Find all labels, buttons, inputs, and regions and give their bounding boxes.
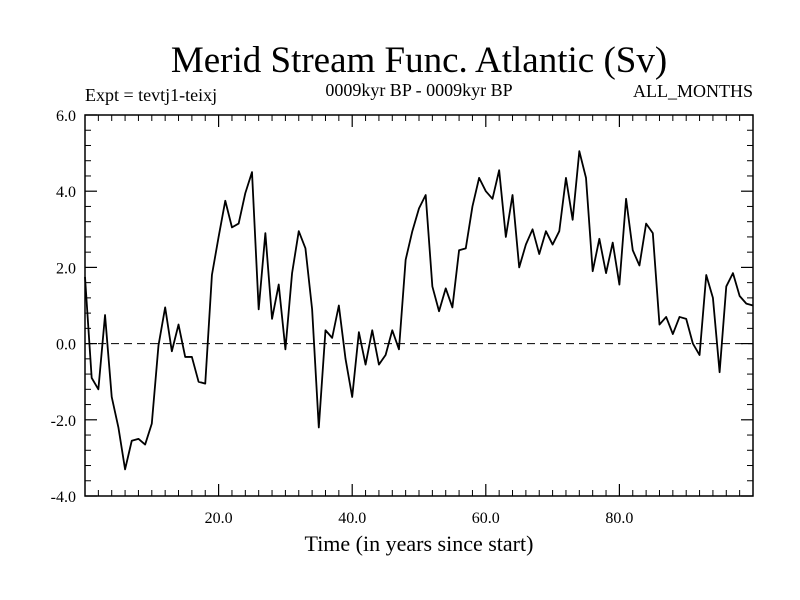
y-tick-label: 6.0	[56, 108, 76, 125]
y-tick-label: 4.0	[56, 184, 76, 201]
x-axis-label: Time (in years since start)	[305, 531, 534, 556]
x-tick-label: 80.0	[605, 510, 633, 527]
y-tick-label: 2.0	[56, 260, 76, 277]
plot-frame	[84, 114, 754, 497]
subtitle-center: 0009kyr BP - 0009kyr BP	[325, 80, 512, 100]
chart-title: Merid Stream Func. Atlantic (Sv)	[171, 40, 667, 81]
y-tick-label: 0.0	[56, 337, 76, 354]
subtitle-right: ALL_MONTHS	[633, 81, 753, 101]
x-tick-label: 60.0	[472, 510, 500, 527]
x-tick-label: 40.0	[338, 510, 366, 527]
y-tick-label: -4.0	[51, 489, 76, 506]
data-series-line	[84, 150, 754, 471]
subtitle-left: Expt = tevtj1-teixj	[85, 85, 217, 105]
axes: 20.0 40.0 60.0 80.0 -4.0 -2.0 0.0 2.0 4.0 6.0	[51, 108, 753, 527]
x-tick-label: 20.0	[205, 510, 233, 527]
y-tick-label: -2.0	[51, 413, 76, 430]
